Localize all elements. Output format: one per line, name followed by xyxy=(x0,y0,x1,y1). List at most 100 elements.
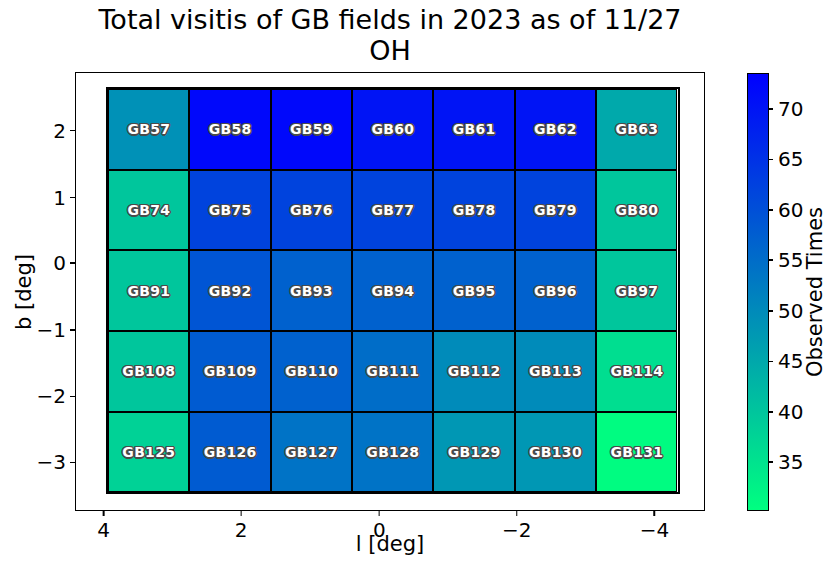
heatmap-cell: GB76 xyxy=(271,170,352,251)
cell-label: GB94 xyxy=(371,283,414,299)
colorbar-label: Observed Times xyxy=(803,206,827,376)
ytick-mark: 0 xyxy=(53,251,76,275)
y-tick-line xyxy=(70,462,76,464)
y-tick-label: 2 xyxy=(53,119,66,143)
cell-label: GB63 xyxy=(615,121,658,137)
ytick-mark: −2 xyxy=(37,384,76,408)
heatmap-cell: GB109 xyxy=(189,331,270,412)
cell-label: GB111 xyxy=(366,363,419,379)
cell-label: GB129 xyxy=(448,444,501,460)
colorbar: 7065605550454035 xyxy=(747,73,769,511)
cell-label: GB113 xyxy=(529,363,582,379)
heatmap-grid: GB57 GB58 GB59 GB60 GB61 GB62 GB63 GB74 GB75 GB76… xyxy=(106,87,679,494)
cell-label: GB131 xyxy=(610,444,663,460)
y-tick-line xyxy=(70,396,76,398)
heatmap-cell: GB108 xyxy=(108,331,189,412)
heatmap-cell: GB111 xyxy=(352,331,433,412)
heatmap-cell: GB112 xyxy=(433,331,514,412)
cell-label: GB57 xyxy=(127,121,170,137)
y-tick-line xyxy=(70,197,76,199)
heatmap-cell: GB113 xyxy=(515,331,596,412)
cell-label: GB79 xyxy=(534,202,577,218)
cell-label: GB92 xyxy=(209,283,252,299)
cell-label: GB93 xyxy=(290,283,333,299)
heatmap-cell: GB75 xyxy=(189,170,270,251)
heatmap-cell: GB96 xyxy=(515,250,596,331)
cell-label: GB108 xyxy=(122,363,175,379)
cell-label: GB80 xyxy=(615,202,658,218)
heatmap-cell: GB95 xyxy=(433,250,514,331)
colorbar-label-wrap: Observed Times xyxy=(798,72,832,511)
ytick-mark: −1 xyxy=(37,318,76,342)
heatmap-cell: GB130 xyxy=(515,412,596,493)
colorbar-tick-line xyxy=(768,310,773,312)
heatmap-cell: GB74 xyxy=(108,170,189,251)
heatmap-cell: GB80 xyxy=(596,170,677,251)
y-tick-line xyxy=(70,329,76,331)
x-axis-label: l [deg] xyxy=(75,532,705,556)
heatmap-cell: GB57 xyxy=(108,89,189,170)
cell-label: GB74 xyxy=(127,202,170,218)
cell-label: GB96 xyxy=(534,283,577,299)
heatmap-cell: GB79 xyxy=(515,170,596,251)
heatmap-cell: GB94 xyxy=(352,250,433,331)
figure-title: Total visitis of GB fields in 2023 as of… xyxy=(75,4,705,66)
colorbar-tick-line xyxy=(768,108,773,110)
cell-label: GB62 xyxy=(534,121,577,137)
cell-label: GB110 xyxy=(285,363,338,379)
cell-label: GB125 xyxy=(122,444,175,460)
cell-label: GB95 xyxy=(453,283,496,299)
heatmap-cell: GB93 xyxy=(271,250,352,331)
colorbar-gradient xyxy=(748,74,768,510)
cell-label: GB127 xyxy=(285,444,338,460)
ytick-mark: 2 xyxy=(53,119,76,143)
cell-label: GB77 xyxy=(371,202,414,218)
heatmap-cell: GB62 xyxy=(515,89,596,170)
cell-label: GB78 xyxy=(453,202,496,218)
colorbar-tick-line xyxy=(768,159,773,161)
cell-label: GB60 xyxy=(371,121,414,137)
cell-label: GB114 xyxy=(610,363,663,379)
heatmap-cell: GB125 xyxy=(108,412,189,493)
figure: Total visitis of GB fields in 2023 as of… xyxy=(0,0,835,575)
cell-label: GB59 xyxy=(290,121,333,137)
heatmap-cell: GB128 xyxy=(352,412,433,493)
heatmap-cell: GB77 xyxy=(352,170,433,251)
y-tick-label: 0 xyxy=(53,251,66,275)
cell-label: GB91 xyxy=(127,283,170,299)
heatmap-cell: GB91 xyxy=(108,250,189,331)
colorbar-tick-line xyxy=(768,461,773,463)
cell-label: GB97 xyxy=(615,283,658,299)
heatmap-cell: GB131 xyxy=(596,412,677,493)
ytick-mark: 1 xyxy=(53,186,76,210)
y-tick-line xyxy=(70,262,76,264)
x-tick-line xyxy=(654,510,656,516)
colorbar-tick-line xyxy=(768,209,773,211)
heatmap-cell: GB58 xyxy=(189,89,270,170)
heatmap-cell: GB97 xyxy=(596,250,677,331)
heatmap-cell: GB126 xyxy=(189,412,270,493)
cell-label: GB58 xyxy=(209,121,252,137)
heatmap-cell: GB129 xyxy=(433,412,514,493)
heatmap-cell: GB60 xyxy=(352,89,433,170)
x-tick-line xyxy=(379,510,381,516)
y-axis-label-wrap: b [deg] xyxy=(6,72,42,511)
heatmap-cell: GB114 xyxy=(596,331,677,412)
heatmap-cell: GB110 xyxy=(271,331,352,412)
heatmap-cell: GB59 xyxy=(271,89,352,170)
heatmap-cell: GB61 xyxy=(433,89,514,170)
heatmap-cell: GB78 xyxy=(433,170,514,251)
cell-label: GB130 xyxy=(529,444,582,460)
colorbar-tick-line xyxy=(768,259,773,261)
cell-label: GB128 xyxy=(366,444,419,460)
cell-label: GB109 xyxy=(204,363,257,379)
y-tick-label: 1 xyxy=(53,186,66,210)
x-tick-line xyxy=(516,510,518,516)
x-tick-line xyxy=(240,510,242,516)
colorbar-tick-line xyxy=(768,361,773,363)
heatmap-cell: GB63 xyxy=(596,89,677,170)
colorbar-tick-line xyxy=(768,411,773,413)
plot-area: GB57 GB58 GB59 GB60 GB61 GB62 GB63 GB74 GB75 GB76… xyxy=(75,72,705,511)
cell-label: GB126 xyxy=(204,444,257,460)
cell-label: GB75 xyxy=(209,202,252,218)
